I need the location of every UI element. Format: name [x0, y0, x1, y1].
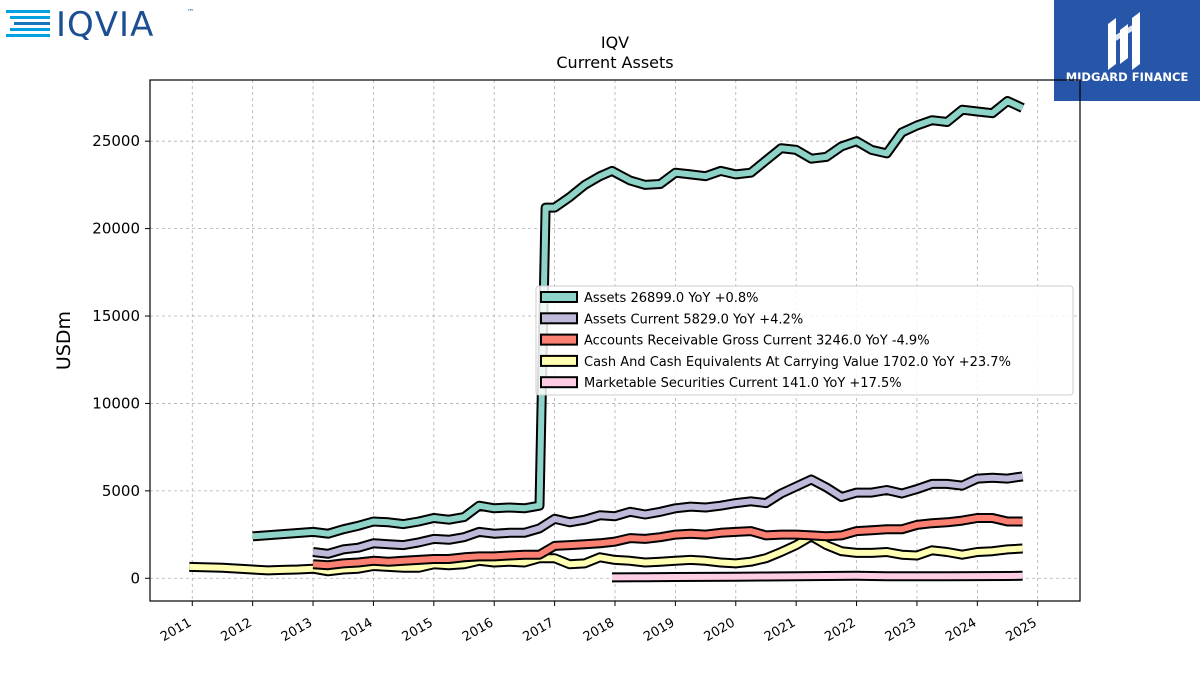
legend-swatch: [540, 312, 578, 325]
series-0: [252, 96, 1025, 542]
series-line: [189, 533, 1023, 575]
midgard-emblem-icon: [1108, 12, 1140, 70]
iqvia-logo: IQVIA ™: [6, 5, 194, 40]
x-tick-label: 2011: [158, 615, 194, 645]
series-3: [189, 531, 1023, 577]
x-tick-label: 2019: [641, 615, 677, 645]
x-tick-label: 2024: [943, 615, 979, 645]
x-tick-label: 2022: [822, 615, 858, 645]
x-tick-label: 2020: [702, 615, 738, 645]
series-line: [252, 98, 1024, 540]
legend-item: Marketable Securities Current 141.0 YoY …: [540, 376, 902, 391]
x-tick-label: 2015: [400, 615, 436, 645]
legend-item: Assets 26899.0 YoY +0.8%: [540, 291, 759, 306]
x-tick-label: 2025: [1004, 615, 1040, 645]
legend-box: [535, 285, 1074, 396]
legend: Assets 26899.0 YoY +0.8% Assets Current 5…: [535, 285, 1074, 396]
chart-subtitle: Current Assets: [556, 53, 673, 72]
x-tick-label: 2012: [219, 615, 255, 645]
chart-title: IQV: [601, 33, 629, 52]
y-axis-label: USDm: [53, 311, 75, 370]
legend-label: Accounts Receivable Gross Current 3246.0…: [584, 334, 930, 349]
y-tick-label: 5000: [102, 482, 140, 500]
y-tick-label: 25000: [92, 132, 140, 150]
legend-item: Cash And Cash Equivalents At Carrying Va…: [540, 354, 1011, 370]
legend-swatch: [540, 333, 578, 346]
series-line: [611, 572, 1023, 581]
series-4: [611, 570, 1023, 583]
iqvia-logo-text: IQVIA: [56, 5, 154, 40]
legend-item: Assets Current 5829.0 YoY +4.2%: [540, 312, 803, 327]
legend-label: Assets Current 5829.0 YoY +4.2%: [584, 312, 803, 327]
iqvia-logo-tm: ™: [187, 8, 194, 16]
y-tick-label: 20000: [92, 220, 140, 238]
iqvia-logo-bars-icon: [6, 10, 50, 37]
legend-label: Assets 26899.0 YoY +0.8%: [584, 291, 759, 306]
legend-swatch: [540, 376, 578, 389]
midgard-finance-logo: MIDGARD FINANCE: [1054, 0, 1200, 101]
series-line: [312, 515, 1023, 569]
legend-label: Marketable Securities Current 141.0 YoY …: [584, 376, 902, 391]
series-layer: [189, 96, 1025, 583]
x-tick-label: 2016: [460, 615, 496, 645]
legend-item: Accounts Receivable Gross Current 3246.0…: [540, 333, 930, 349]
legend-swatch: [540, 354, 578, 367]
series-1: [312, 471, 1024, 559]
x-tick-label: 2021: [762, 615, 798, 645]
y-tick-label: 0: [130, 569, 140, 587]
legend-label: Cash And Cash Equivalents At Carrying Va…: [584, 355, 1011, 370]
series-line: [312, 473, 1024, 557]
y-tick-label: 15000: [92, 307, 140, 325]
series-2: [312, 513, 1023, 571]
x-tick-label: 2014: [339, 615, 375, 645]
x-tick-label: 2023: [883, 615, 919, 645]
x-tick-label: 2013: [279, 615, 315, 645]
y-tick-label: 10000: [92, 394, 140, 412]
x-tick-label: 2018: [581, 615, 617, 645]
midgard-logo-text: MIDGARD FINANCE: [1066, 70, 1189, 84]
legend-swatch: [540, 291, 578, 303]
x-tick-label: 2017: [520, 615, 556, 645]
